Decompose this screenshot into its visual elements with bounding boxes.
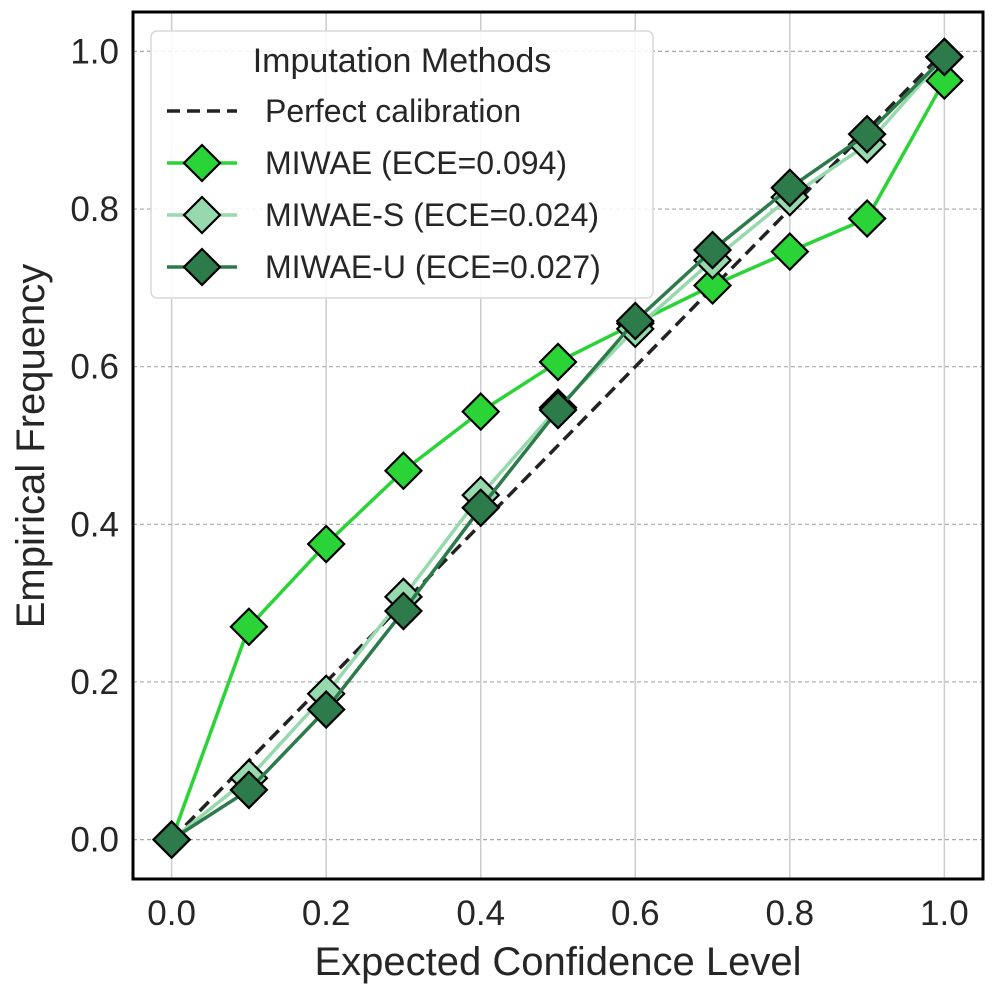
data-point-marker xyxy=(306,689,346,730)
data-point-marker xyxy=(229,607,269,647)
legend-title: Imputation Methods xyxy=(253,42,552,80)
series-3 xyxy=(152,37,964,860)
legend-label: MIWAE-U (ECE=0.027) xyxy=(265,249,601,285)
data-point-marker xyxy=(461,488,501,528)
legend-label: MIWAE (ECE=0.094) xyxy=(265,145,567,181)
legend-entry: MIWAE-S (ECE=0.024) xyxy=(167,195,599,235)
series-1 xyxy=(152,61,964,860)
data-point-marker xyxy=(152,820,192,860)
x-tick-label: 0.8 xyxy=(765,894,814,933)
series-layer xyxy=(152,37,964,860)
x-tick-label: 0.6 xyxy=(611,894,660,933)
plot-frame xyxy=(131,10,985,881)
y-tick-label: 0.2 xyxy=(70,663,119,702)
tick-labels: 0.0 0.2 0.4 0.6 0.8 1.0 0.0 0.2 0.4 0.6 0.8 1.0 xyxy=(70,32,968,933)
y-tick-label: 0.8 xyxy=(70,190,119,229)
data-point-marker xyxy=(538,342,578,382)
data-point-marker xyxy=(538,390,578,430)
data-point-marker xyxy=(383,591,424,631)
y-tick-label: 0.6 xyxy=(70,348,119,387)
legend-swatch-marker xyxy=(182,247,222,287)
data-point-marker xyxy=(383,451,424,491)
data-point-marker xyxy=(770,232,810,272)
legend-label: Perfect calibration xyxy=(265,93,521,129)
legend-entry: MIWAE-U (ECE=0.027) xyxy=(167,247,601,287)
legend: Imputation Methods Perfect calibration MI… xyxy=(150,30,654,299)
data-point-marker xyxy=(692,265,733,306)
legend-box xyxy=(150,30,654,299)
x-axis-title: Expected Confidence Level xyxy=(315,940,802,984)
legend-entry: Perfect calibration xyxy=(167,93,521,129)
y-tick-label: 0.4 xyxy=(70,505,119,544)
legend-entry: MIWAE (ECE=0.094) xyxy=(167,143,567,183)
data-point-marker xyxy=(770,168,810,208)
data-point-marker xyxy=(847,198,887,239)
data-point-marker xyxy=(692,230,733,270)
y-tick-label: 0.0 xyxy=(70,821,119,860)
legend-entries: Perfect calibration MIWAE (ECE=0.094) MIWA… xyxy=(167,93,601,287)
data-point-marker xyxy=(924,61,964,101)
y-tick-label: 1.0 xyxy=(70,32,119,71)
data-point-marker xyxy=(306,524,346,564)
data-point-marker xyxy=(229,770,269,810)
data-point-marker xyxy=(847,114,887,154)
x-tick-label: 0.4 xyxy=(456,894,505,933)
x-tick-label: 0.2 xyxy=(302,894,351,933)
x-tick-label: 1.0 xyxy=(920,894,969,933)
legend-label: MIWAE-S (ECE=0.024) xyxy=(265,197,599,233)
legend-swatch-marker xyxy=(182,195,222,235)
data-point-marker xyxy=(924,37,964,77)
y-axis-title: Empirical Frequency xyxy=(9,264,53,629)
legend-swatch-marker xyxy=(182,143,222,183)
perfect-calibration-line xyxy=(170,50,946,841)
data-point-marker xyxy=(615,301,655,341)
reference-line-layer xyxy=(170,50,946,841)
data-point-marker xyxy=(461,392,501,432)
x-tick-label: 0.0 xyxy=(147,894,196,933)
